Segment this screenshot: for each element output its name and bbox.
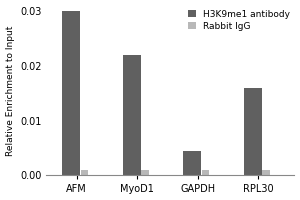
Y-axis label: Relative Enrichment to Input: Relative Enrichment to Input	[6, 25, 15, 156]
Bar	[62, 11, 80, 175]
Bar	[202, 170, 209, 175]
Bar	[141, 170, 149, 175]
Bar	[123, 55, 141, 175]
Legend: H3K9me1 antibody, Rabbit IgG: H3K9me1 antibody, Rabbit IgG	[185, 6, 293, 34]
Bar	[81, 170, 88, 175]
Bar	[262, 170, 270, 175]
Bar	[244, 88, 262, 175]
Bar	[183, 151, 201, 175]
